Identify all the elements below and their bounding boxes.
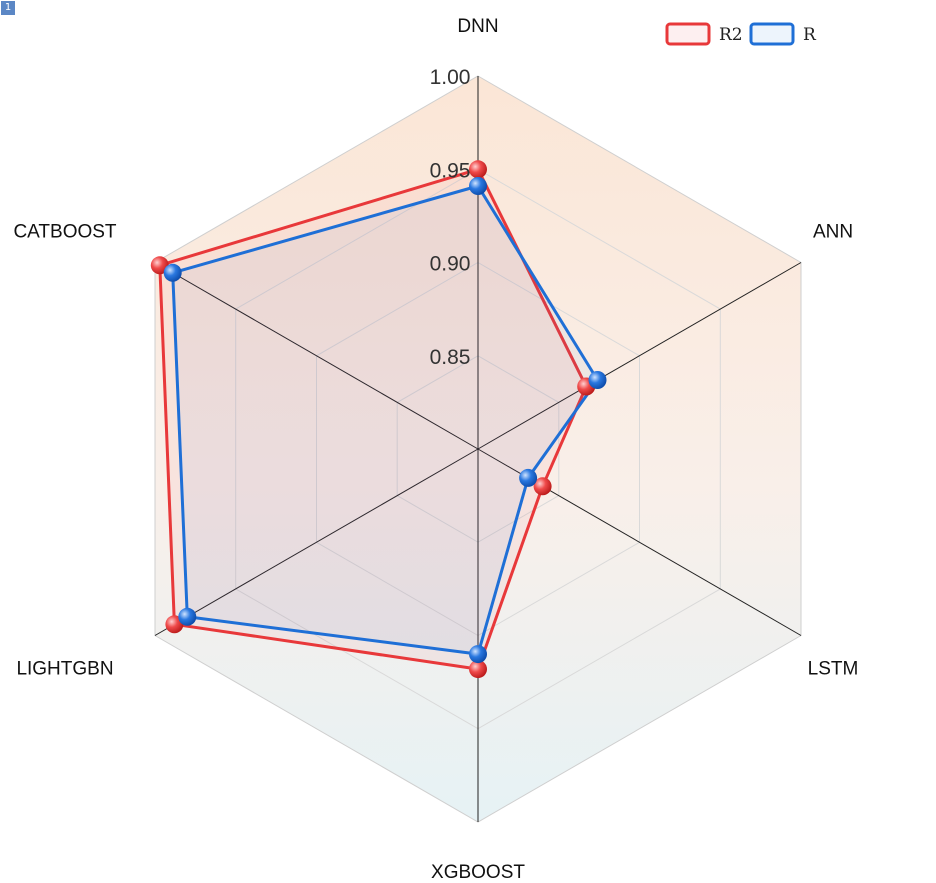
series-r2-point	[469, 160, 487, 179]
axis-label-catboost: CATBOOST	[13, 222, 116, 243]
series-r-point	[163, 263, 182, 282]
radar-series	[150, 160, 607, 679]
series-r-point	[469, 645, 487, 664]
tick-label: 1.00	[430, 66, 471, 89]
series-r2-point	[469, 660, 487, 679]
series-r-point	[519, 468, 538, 487]
legend-swatch	[749, 22, 795, 46]
radar-axis-labels: DNN ANN LSTM XGBOOST LIGHTGBN CATBOOST	[13, 16, 858, 883]
series-r-point	[178, 607, 197, 626]
legend-label: R	[803, 25, 817, 45]
axis-line	[154, 262, 479, 450]
axis-label-dnn: DNN	[457, 16, 498, 37]
series-r-point	[469, 177, 487, 195]
figure-index-badge: 1	[1, 1, 15, 15]
axis-line	[477, 262, 802, 450]
legend-swatch	[665, 22, 711, 46]
axis-label-ann: ANN	[813, 222, 853, 243]
tick-label: 0.85	[430, 346, 471, 369]
legend: R2 R	[665, 22, 817, 46]
legend-item-r2[interactable]: R2	[665, 22, 743, 46]
legend-item-r[interactable]: R	[749, 22, 817, 46]
radar-tick-labels: 0.85 0.90 0.95 1.00	[430, 66, 471, 369]
axis-label-xgboost: XGBOOST	[431, 862, 525, 883]
tick-label: 0.90	[430, 253, 471, 276]
axis-label-lstm: LSTM	[808, 659, 859, 680]
series-r-point	[588, 371, 607, 389]
tick-label: 0.95	[430, 159, 471, 182]
axis-line	[154, 448, 479, 636]
series-r2-point	[533, 477, 552, 496]
legend-label: R2	[719, 25, 743, 45]
axis-label-lightgbn: LIGHTGBN	[16, 659, 113, 680]
